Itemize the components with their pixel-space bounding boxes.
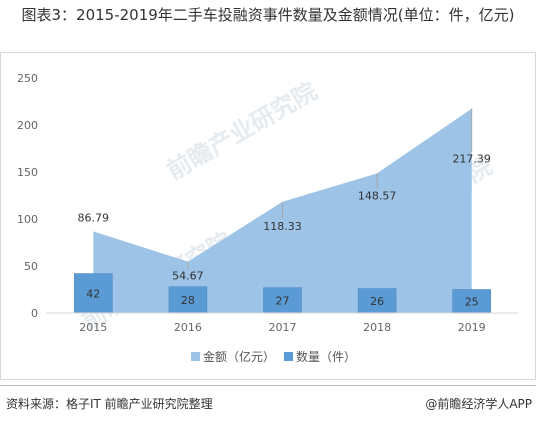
amount-label-2019: 217.39 xyxy=(452,153,491,166)
footer-divider xyxy=(0,385,536,386)
x-tick-label: 2018 xyxy=(363,321,391,334)
chart-frame: 前瞻产业研究院前瞻产业研究院前瞻产业研究院0501001502002504228… xyxy=(0,52,536,380)
chart-plot: 前瞻产业研究院前瞻产业研究院前瞻产业研究院0501001502002504228… xyxy=(17,72,519,335)
bar-count-label-2016: 28 xyxy=(181,294,195,307)
y-tick-label: 150 xyxy=(17,166,38,179)
chart-title: 图表3：2015-2019年二手车投融资事件数量及金额情况(单位：件，亿元) xyxy=(21,6,515,24)
brand-credit: @前瞻经济学人APP xyxy=(425,397,532,411)
source-note: 资料来源：格子IT 前瞻产业研究院整理 xyxy=(6,397,213,411)
bar-count-label-2017: 27 xyxy=(276,294,290,307)
y-tick-label: 200 xyxy=(17,119,38,132)
legend-swatch-amount xyxy=(191,352,200,361)
amount-label-2017: 118.33 xyxy=(263,220,302,233)
watermark-0: 前瞻产业研究院 xyxy=(162,77,321,185)
y-tick-label: 0 xyxy=(31,307,38,320)
bar-count-label-2015: 42 xyxy=(86,287,100,300)
legend-swatch-count xyxy=(284,352,293,361)
bar-count-label-2018: 26 xyxy=(370,295,384,308)
y-tick-label: 100 xyxy=(17,213,38,226)
x-tick-label: 2017 xyxy=(269,321,297,334)
amount-label-2018: 148.57 xyxy=(358,189,397,202)
bar-count-2016 xyxy=(168,286,208,314)
x-tick-label: 2015 xyxy=(79,321,107,334)
y-tick-label: 50 xyxy=(24,260,38,273)
x-tick-label: 2016 xyxy=(174,321,202,334)
legend-label-count: 数量（件） xyxy=(296,350,357,364)
x-tick-label: 2019 xyxy=(458,321,486,334)
y-tick-label: 250 xyxy=(17,72,38,85)
bar-count-2018 xyxy=(357,288,397,314)
amount-label-2015: 86.79 xyxy=(78,211,110,224)
bar-count-label-2019: 25 xyxy=(465,295,479,308)
bar-count-2017 xyxy=(263,287,302,314)
amount-label-2016: 54.67 xyxy=(172,270,204,283)
legend-label-amount: 金额（亿元） xyxy=(203,350,276,364)
